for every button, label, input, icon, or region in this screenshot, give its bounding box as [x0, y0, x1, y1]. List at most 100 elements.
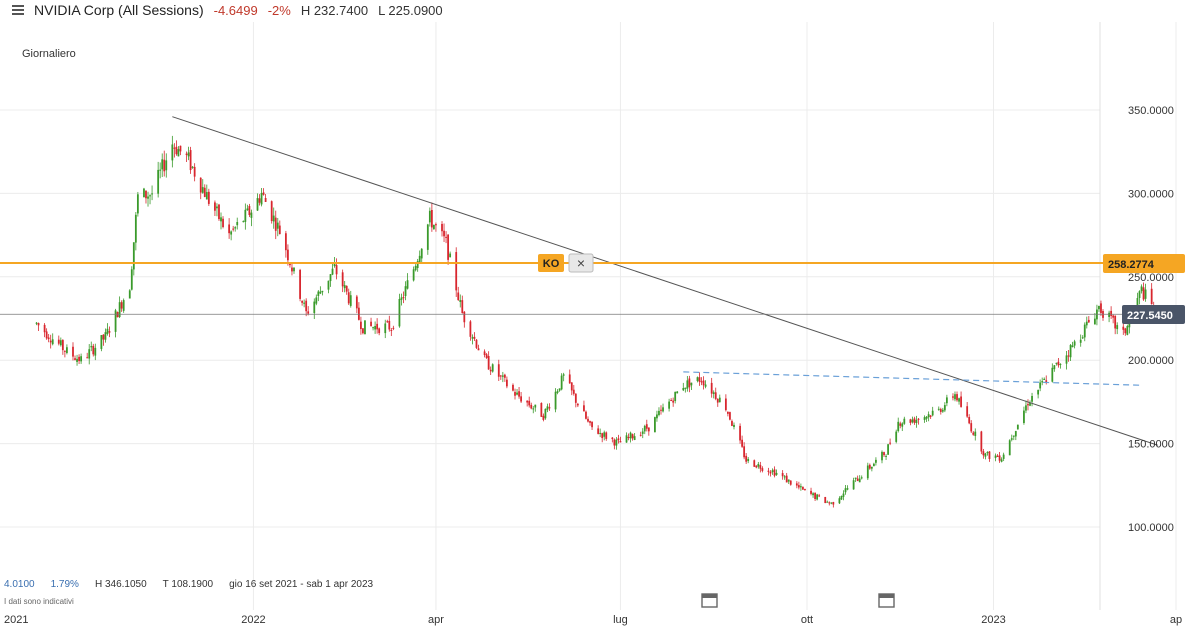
- interval-label[interactable]: Giornaliero: [22, 48, 76, 60]
- candle: [842, 490, 845, 501]
- y-tick-label: 250.0000: [1128, 272, 1174, 284]
- candle: [264, 194, 267, 202]
- candle: [1108, 310, 1110, 323]
- candle: [512, 383, 514, 392]
- candle: [558, 388, 561, 392]
- candle: [789, 480, 792, 486]
- candle: [230, 230, 233, 241]
- candle: [449, 251, 452, 258]
- candle: [1114, 315, 1117, 335]
- top-bar: NVIDIA Corp (All Sessions) -4.6499 -2% H…: [0, 0, 1189, 20]
- candle: [603, 430, 606, 441]
- ko-badge[interactable]: KO: [538, 254, 564, 272]
- candle: [589, 420, 591, 426]
- candle: [165, 153, 168, 178]
- stat-value-2: 1.79%: [50, 579, 79, 590]
- candle: [1023, 406, 1025, 425]
- candle: [698, 372, 701, 386]
- candle: [1100, 300, 1102, 316]
- candle: [1126, 324, 1129, 336]
- candle: [173, 143, 176, 158]
- hamburger-menu-icon[interactable]: [12, 5, 24, 15]
- candle: [966, 402, 969, 418]
- candle: [489, 366, 492, 375]
- candle: [909, 418, 912, 426]
- candle: [232, 225, 235, 232]
- candle: [682, 382, 685, 392]
- calendar-icon[interactable]: [701, 593, 718, 608]
- candle: [629, 431, 632, 443]
- candle: [191, 165, 194, 169]
- candle: [242, 220, 245, 223]
- candle: [61, 339, 64, 355]
- candle: [503, 373, 506, 382]
- candle: [945, 394, 948, 407]
- candle: [668, 398, 671, 412]
- candle: [712, 390, 715, 399]
- candle: [696, 376, 699, 383]
- ko-price-label: 258.2774: [1108, 259, 1155, 271]
- candle: [856, 475, 859, 482]
- candle: [171, 135, 174, 168]
- candle: [994, 453, 997, 462]
- candle: [104, 328, 107, 343]
- candle: [390, 328, 393, 337]
- candle: [611, 436, 614, 443]
- candle: [57, 335, 60, 346]
- calendar-icon[interactable]: [878, 593, 895, 608]
- candle: [128, 289, 131, 299]
- candle: [278, 220, 281, 235]
- candle: [903, 416, 906, 425]
- candle: [941, 407, 944, 413]
- candle: [818, 493, 821, 498]
- candle: [927, 411, 930, 422]
- y-tick-label: 350.0000: [1128, 105, 1174, 117]
- candle: [457, 286, 460, 301]
- candle: [617, 434, 620, 444]
- candle: [130, 266, 133, 291]
- candle: [355, 294, 358, 314]
- candle: [305, 298, 308, 317]
- candle: [151, 185, 153, 201]
- candle: [998, 452, 1001, 463]
- candle: [570, 382, 573, 396]
- candle: [487, 351, 490, 370]
- candle: [773, 466, 776, 478]
- stats-bar: 4.0100 1.79% H 346.1050 T 108.1900 gio 1…: [4, 579, 373, 590]
- candle: [514, 388, 516, 400]
- candle: [447, 233, 449, 265]
- candle: [741, 435, 743, 448]
- candle: [633, 432, 636, 441]
- candle: [80, 353, 83, 364]
- candle: [420, 248, 423, 264]
- candle: [1069, 343, 1072, 361]
- candle: [923, 415, 926, 423]
- candle: [574, 393, 577, 408]
- candle: [769, 470, 772, 477]
- close-icon: ×: [577, 255, 585, 271]
- candle: [426, 223, 429, 255]
- candle: [883, 451, 885, 457]
- candle: [1008, 439, 1011, 456]
- candle: [1087, 316, 1090, 323]
- candle: [660, 405, 662, 415]
- ko-close-button[interactable]: ×: [568, 253, 594, 273]
- stat-low: T 108.1900: [162, 579, 214, 590]
- candle: [214, 200, 216, 217]
- candle: [445, 231, 447, 244]
- candle: [1057, 357, 1060, 368]
- candle: [398, 293, 401, 328]
- candle: [347, 288, 350, 306]
- candle: [78, 354, 80, 364]
- candle: [414, 264, 417, 272]
- x-tick-label: 2022: [241, 614, 265, 626]
- candle: [374, 321, 377, 334]
- candle: [925, 416, 928, 422]
- candle: [767, 467, 770, 476]
- candle: [236, 217, 239, 230]
- instrument-title[interactable]: NVIDIA Corp (All Sessions): [34, 2, 204, 18]
- x-axis: 2021 2022 apr lug ott 2023 ap: [4, 614, 1182, 626]
- candle: [718, 394, 721, 403]
- candle: [672, 397, 675, 407]
